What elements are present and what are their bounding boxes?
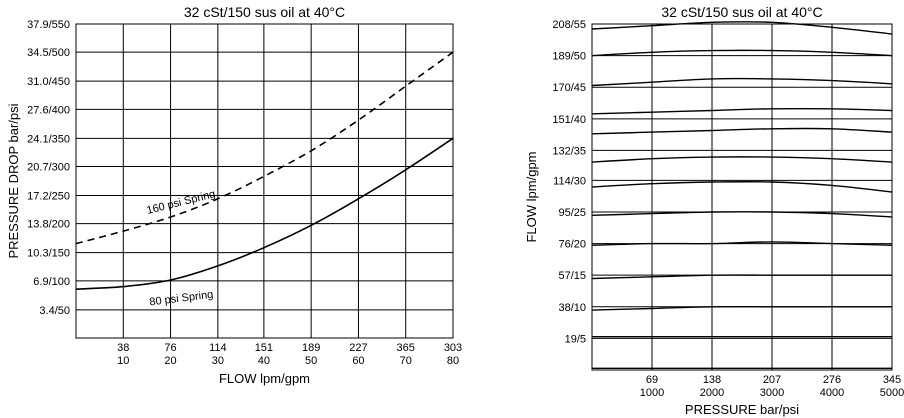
series-line bbox=[591, 211, 893, 218]
x-tick-label-secondary: 10 bbox=[117, 355, 129, 367]
x-tick-label: 76 bbox=[164, 342, 176, 354]
series-line bbox=[75, 137, 454, 290]
y-axis-label: FLOW lpm/gpm bbox=[524, 151, 539, 242]
x-tick-label-secondary: 1000 bbox=[640, 387, 664, 399]
series-line bbox=[591, 181, 893, 193]
series-line bbox=[591, 127, 893, 135]
series-line bbox=[591, 274, 892, 280]
x-tick-label: 207 bbox=[763, 374, 781, 386]
y-tick-label: 31.0/450 bbox=[27, 76, 70, 88]
chart-2: 32 cSt/150 sus oil at 40°C 19/5 38/10 57/15… bbox=[524, 4, 904, 417]
x-tick-label-secondary: 40 bbox=[258, 355, 270, 367]
x-tick-label-secondary: 4000 bbox=[820, 387, 844, 399]
series-annotation: 80 psi Spring bbox=[149, 289, 214, 309]
x-tick-label: 276 bbox=[823, 374, 841, 386]
series-line bbox=[591, 21, 893, 35]
y-tick-label: 6.9/100 bbox=[33, 276, 70, 288]
y-tick-label: 20.7/300 bbox=[27, 162, 70, 174]
y-tick-label: 19/5 bbox=[565, 333, 586, 345]
x-tick-label-secondary: 70 bbox=[400, 355, 412, 367]
chart-title: 32 cSt/150 sus oil at 40°C bbox=[661, 4, 822, 20]
x-axis-label: FLOW lpm/gpm bbox=[219, 371, 310, 386]
y-tick-label: 132/35 bbox=[552, 145, 586, 157]
y-tick-label: 27.6/400 bbox=[27, 104, 70, 116]
x-tick-label-secondary: 30 bbox=[212, 355, 224, 367]
x-tick-label: 38 bbox=[117, 342, 129, 354]
y-tick-label: 114/30 bbox=[553, 175, 586, 187]
x-tick-label: 303 bbox=[444, 342, 462, 354]
series-line bbox=[591, 241, 893, 246]
x-tick-label: 189 bbox=[302, 342, 320, 354]
x-tick-label: 114 bbox=[209, 342, 227, 354]
x-tick-label-secondary: 50 bbox=[305, 355, 317, 367]
y-tick-label: 76/20 bbox=[558, 239, 586, 251]
y-tick-label: 170/45 bbox=[552, 82, 586, 94]
y-tick-label: 151/40 bbox=[552, 114, 586, 126]
x-tick-label-secondary: 60 bbox=[352, 355, 364, 367]
x-axis-label: PRESSURE bar/psi bbox=[685, 402, 799, 417]
x-tick-label: 138 bbox=[703, 374, 721, 386]
y-tick-label: 24.1/350 bbox=[27, 133, 70, 145]
y-axis-label: PRESSURE DROP bar/psi bbox=[6, 103, 21, 258]
x-tick-label: 151 bbox=[255, 342, 273, 354]
y-tick-label: 17.2/250 bbox=[27, 190, 70, 202]
y-tick-label: 208/55 bbox=[552, 19, 586, 31]
y-tick-label: 57/15 bbox=[558, 270, 586, 282]
y-tick-label: 95/25 bbox=[558, 207, 586, 219]
x-tick-label-secondary: 3000 bbox=[760, 387, 784, 399]
y-tick-label: 13.8/200 bbox=[27, 219, 70, 231]
x-tick-label-secondary: 20 bbox=[164, 355, 176, 367]
chart-title: 32 cSt/150 sus oil at 40°C bbox=[184, 4, 345, 20]
y-tick-label: 10.3/150 bbox=[27, 248, 70, 260]
series-line bbox=[75, 51, 454, 245]
series-line bbox=[591, 49, 893, 57]
x-tick-label: 345 bbox=[883, 374, 901, 386]
plot-frame bbox=[75, 23, 454, 339]
y-tick-label: 189/50 bbox=[552, 51, 586, 63]
chart-1: 32 cSt/150 sus oil at 40°C 3.4/50 6.9/100 1… bbox=[6, 4, 462, 386]
x-tick-label: 227 bbox=[349, 342, 367, 354]
series-line bbox=[591, 156, 893, 163]
x-tick-label-secondary: 5000 bbox=[880, 387, 904, 399]
y-tick-label: 37.9/550 bbox=[27, 19, 70, 31]
series-line bbox=[591, 77, 893, 87]
y-tick-label: 38/10 bbox=[558, 302, 586, 314]
series-line bbox=[591, 107, 893, 115]
x-tick-label: 69 bbox=[646, 374, 658, 386]
x-tick-label: 365 bbox=[397, 342, 415, 354]
y-tick-label: 3.4/50 bbox=[39, 305, 70, 317]
y-tick-label: 34.5/500 bbox=[27, 47, 70, 59]
x-tick-label-secondary: 80 bbox=[447, 355, 459, 367]
plot-frame bbox=[591, 23, 893, 371]
x-tick-label-secondary: 2000 bbox=[700, 387, 724, 399]
series-line bbox=[591, 305, 892, 311]
